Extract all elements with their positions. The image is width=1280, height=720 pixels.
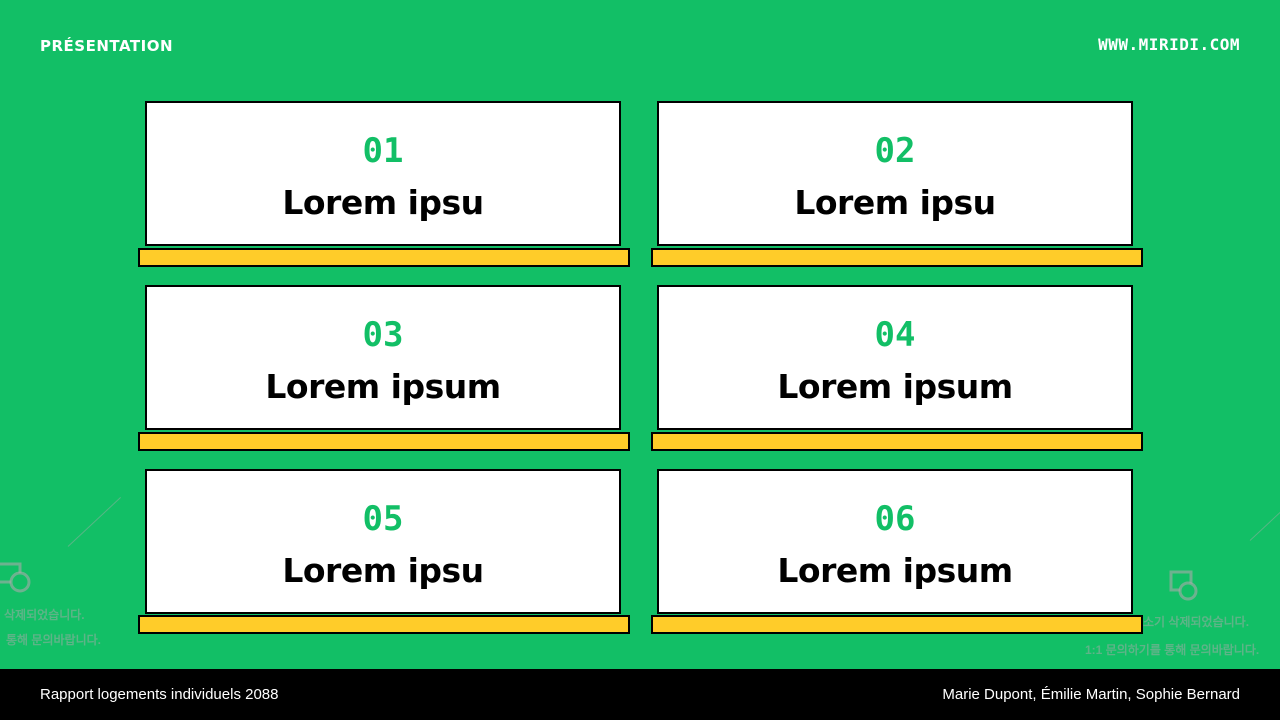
card-06: 06 Lorem ipsum bbox=[657, 469, 1133, 614]
card-03: 03 Lorem ipsum bbox=[145, 285, 621, 430]
card-title: Lorem ipsum bbox=[777, 367, 1013, 406]
watermark-text: 삭제되었습니다. bbox=[4, 608, 85, 622]
card-title: Lorem ipsu bbox=[282, 551, 484, 590]
card-05: 05 Lorem ipsu bbox=[145, 469, 621, 614]
card-02: 02 Lorem ipsu bbox=[657, 101, 1133, 246]
website-url: WWW.MIRIDI.COM bbox=[1098, 35, 1240, 54]
card-accent-bar bbox=[138, 248, 630, 267]
card-number: 02 bbox=[874, 131, 916, 171]
card-accent-bar bbox=[138, 432, 630, 451]
shapes-icon bbox=[1169, 570, 1198, 601]
footer: Rapport logements individuels 2088 Marie… bbox=[0, 669, 1280, 720]
card-number: 06 bbox=[874, 499, 916, 539]
card-accent-bar bbox=[138, 615, 630, 634]
card-accent-bar bbox=[651, 615, 1143, 634]
report-title: Rapport logements individuels 2088 bbox=[40, 686, 279, 703]
card-accent-bar bbox=[651, 432, 1143, 451]
card-number: 04 bbox=[874, 315, 916, 355]
card-04: 04 Lorem ipsum bbox=[657, 285, 1133, 430]
card-number: 01 bbox=[362, 131, 404, 171]
decorative-line bbox=[67, 497, 121, 547]
watermark-text: 1:1 문의하기를 통해 문의바랍니다. bbox=[1085, 643, 1260, 657]
shapes-icon bbox=[0, 562, 31, 593]
card-number: 03 bbox=[362, 315, 404, 355]
card-title: Lorem ipsu bbox=[794, 183, 996, 222]
decorative-line bbox=[1249, 509, 1280, 541]
card-title: Lorem ipsu bbox=[282, 183, 484, 222]
card-accent-bar bbox=[651, 248, 1143, 267]
watermark-text: 통해 문의바랍니다. bbox=[6, 633, 101, 647]
card-01: 01 Lorem ipsu bbox=[145, 101, 621, 246]
card-number: 05 bbox=[362, 499, 404, 539]
watermark-text: 소기 삭제되었습니다. bbox=[1143, 615, 1250, 629]
card-title: Lorem ipsum bbox=[265, 367, 501, 406]
presentation-label: PRÉSENTATION bbox=[40, 37, 174, 55]
authors: Marie Dupont, Émilie Martin, Sophie Bern… bbox=[942, 686, 1240, 703]
card-title: Lorem ipsum bbox=[777, 551, 1013, 590]
